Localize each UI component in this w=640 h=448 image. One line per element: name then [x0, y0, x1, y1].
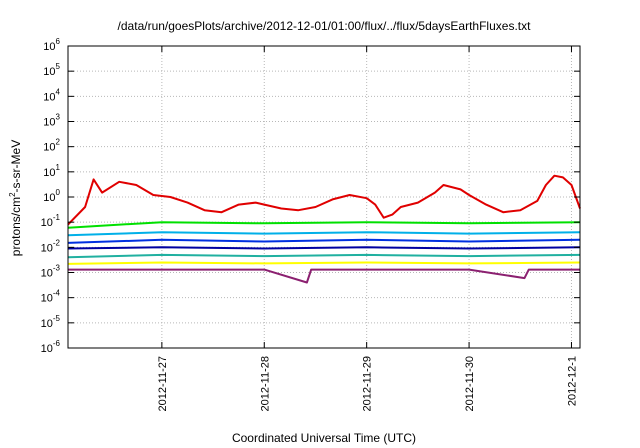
x-axis-label: Coordinated Universal Time (UTC) — [232, 431, 416, 445]
series-line-1 — [67, 174, 581, 226]
y-axis-label-sup: 2 — [8, 192, 17, 197]
y-tick-label: 10-1 — [41, 213, 61, 229]
series-line-8 — [68, 268, 580, 284]
y-tick-label: 10-5 — [41, 314, 61, 330]
y-tick-label: 10-6 — [41, 339, 61, 355]
x-tick-label: 2012-11-28 — [259, 356, 271, 411]
x-tick-label: 2012-11-30 — [464, 356, 476, 411]
series-line-3 — [67, 231, 581, 237]
series-line-4 — [67, 238, 581, 244]
y-axis-label-base: protons/cm — [9, 197, 23, 256]
x-tick-label: 2012-11-29 — [362, 356, 374, 411]
series-line-2 — [67, 221, 581, 229]
grid-lines — [68, 45, 580, 349]
series-line-7 — [67, 261, 581, 265]
x-tick-label: 2012-11-27 — [157, 356, 169, 411]
y-tick-label: 106 — [43, 37, 60, 53]
y-tick-label: 104 — [43, 87, 60, 103]
y-tick-label: 10-4 — [41, 289, 61, 305]
y-tick-labels: 10-6 10-5 10-4 10-3 10-2 10-1 100 101 102 103 104 1… — [41, 37, 61, 355]
y-axis-label-rest: -s-sr-MeV — [9, 140, 23, 193]
y-tick-label: 100 — [43, 188, 60, 204]
y-axis-label: protons/cm2-s-sr-MeV — [8, 140, 23, 256]
y-tick-label: 101 — [43, 163, 60, 179]
x-tick-labels: 2012-11-27 2012-11-28 2012-11-29 2012-11-30… — [157, 356, 579, 411]
axes — [67, 45, 581, 349]
data-series — [67, 174, 581, 284]
y-tick-label: 10-3 — [41, 264, 61, 280]
chart-title: /data/run/goesPlots/archive/2012-12-01/0… — [118, 19, 532, 33]
y-tick-label: 105 — [43, 62, 60, 78]
y-tick-label: 103 — [43, 113, 60, 129]
y-tick-label: 10-2 — [41, 238, 61, 254]
series-line-6 — [67, 253, 581, 259]
series-line-5 — [67, 246, 581, 250]
y-tick-label: 102 — [43, 138, 60, 154]
x-tick-label: 2012-12-1 — [566, 356, 578, 406]
